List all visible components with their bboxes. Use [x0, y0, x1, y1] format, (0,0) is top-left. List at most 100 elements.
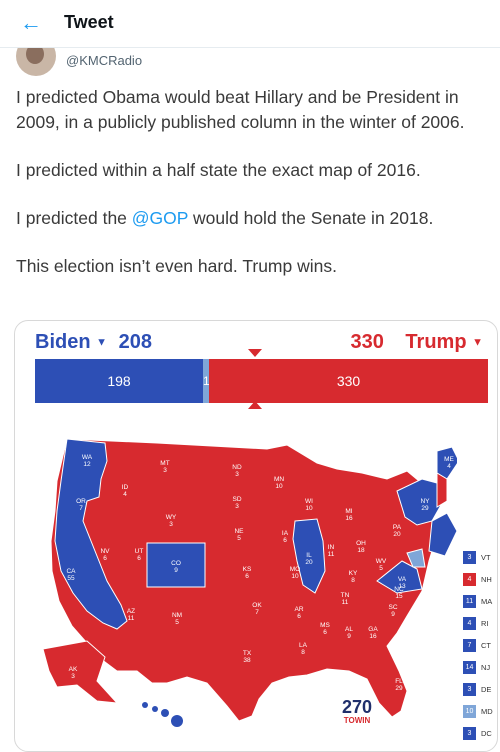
state-label-id: ID 4	[122, 484, 129, 498]
legend-ev-box: 14	[463, 660, 476, 674]
state-label-va: VA 13	[398, 576, 407, 590]
author-handle[interactable]: @KMCRadio	[66, 53, 143, 68]
legend-state-label: MD	[481, 706, 493, 716]
state-label-mo: MO 10	[290, 566, 300, 580]
legend-item-ri[interactable]: 4 RI	[463, 612, 493, 634]
state-label-tn: TN 11	[341, 592, 350, 606]
state-labels: WA 12 OR 7 CA 55 NV 6 ID 4 MT 3 WY 3 UT 6 AZ 11 CO 9 NM 5 ND 3 S…	[66, 454, 454, 741]
map-state-nh[interactable]	[436, 472, 448, 508]
state-label-wv: WV 5	[376, 558, 387, 572]
legend-item-dc[interactable]: 3 DC	[463, 722, 493, 744]
legend-ev-box: 3	[463, 726, 476, 740]
trump-bar-segment: 330	[209, 359, 488, 403]
tweet-paragraph: I predicted the @GOP would hold the Sena…	[16, 206, 491, 231]
state-label-wa: WA 12	[82, 454, 93, 468]
us-electoral-map[interactable]: WA 12 OR 7 CA 55 NV 6 ID 4 MT 3 WY 3 UT 6 AZ 11 CO 9 NM 5 ND 3 S…	[27, 421, 457, 741]
legend-state-label: DE	[481, 684, 492, 694]
small-states-legend: 3 VT 4 NH 11 MA 4 RI 7 CT 14 NJ 3 DE 10 MD 3 DC	[463, 546, 493, 744]
center-marker-top	[248, 349, 262, 357]
tweet-paragraph: This election isn’t even hard. Trump win…	[16, 256, 337, 276]
state-label-in: IN 11	[328, 544, 335, 558]
state-label-hi: HI 4	[174, 730, 181, 741]
state-label-mi: MI 16	[345, 508, 353, 522]
attached-image-card[interactable]: Biden ▼ 208 330 Trump ▼ 198 1 330	[14, 320, 498, 752]
legend-ev-box: 7	[463, 638, 476, 652]
trump-label: Trump	[405, 331, 467, 353]
state-label-az: AZ 11	[127, 608, 135, 622]
state-label-oh: OH 18	[356, 540, 366, 554]
legend-state-label: DC	[481, 728, 492, 738]
map-state-ny[interactable]	[396, 478, 442, 526]
top-bar: ← Tweet	[0, 0, 500, 48]
tweet-paragraph: I predicted within a half state the exac…	[16, 160, 421, 180]
map-state-wa-or-ca[interactable]	[54, 438, 128, 630]
state-label-wi: WI 10	[305, 498, 313, 512]
state-label-mn: MN 10	[274, 476, 284, 490]
logo-270: 270	[342, 697, 372, 717]
biden-total: 208	[118, 331, 152, 353]
legend-ev-box: 4	[463, 572, 476, 586]
state-label-ia: IA 6	[282, 530, 289, 544]
map-state-va[interactable]	[376, 560, 423, 594]
arrow-left-icon: ←	[20, 10, 42, 35]
map-state-co[interactable]	[146, 542, 206, 588]
state-label-nv: NV 6	[100, 548, 110, 562]
legend-state-label: RI	[481, 618, 489, 628]
state-label-co: CO 9	[171, 560, 181, 574]
center-marker-bottom	[248, 401, 262, 409]
tweet-text: I predicted Obama would beat Hillary and…	[16, 85, 491, 302]
biden-header[interactable]: Biden ▼ 208	[35, 331, 152, 354]
trump-total: 330	[350, 331, 384, 353]
page-title: Tweet	[64, 12, 114, 32]
state-label-ks: KS 6	[243, 566, 252, 580]
back-button[interactable]: ←	[16, 8, 46, 38]
state-label-ky: KY 8	[349, 570, 358, 584]
chevron-down-icon: ▼	[96, 336, 108, 349]
state-label-sd: SD 3	[232, 496, 241, 510]
legend-item-ct[interactable]: 7 CT	[463, 634, 493, 656]
state-label-tx: TX 38	[243, 650, 252, 664]
tweet-text-segment: I predicted the	[16, 208, 132, 228]
state-label-me: ME 4	[444, 456, 454, 470]
map-state-hi[interactable]	[142, 702, 183, 727]
state-label-sc: SC 9	[388, 604, 397, 618]
mention-link[interactable]: @GOP	[131, 208, 189, 228]
state-label-ar: AR 6	[294, 606, 303, 620]
state-label-ca: CA 55	[66, 568, 76, 582]
state-label-ut: UT 6	[135, 548, 144, 562]
trump-header[interactable]: 330 Trump ▼	[350, 331, 483, 354]
legend-ev-box: 11	[463, 594, 476, 608]
legend-item-md[interactable]: 10 MD	[463, 700, 493, 722]
legend-state-label: NH	[481, 574, 492, 584]
legend-state-label: MA	[481, 596, 493, 606]
map-state-il[interactable]	[292, 518, 326, 594]
legend-item-vt[interactable]: 3 VT	[463, 546, 493, 568]
legend-item-ma[interactable]: 11 MA	[463, 590, 493, 612]
legend-item-nh[interactable]: 4 NH	[463, 568, 493, 590]
map-state-ne-blue[interactable]	[428, 512, 457, 557]
state-label-mt: MT 3	[160, 460, 169, 474]
legend-ev-box: 4	[463, 616, 476, 630]
legend-item-nj[interactable]: 14 NJ	[463, 656, 493, 678]
legend-item-de[interactable]: 3 DE	[463, 678, 493, 700]
state-label-nm: NM 5	[172, 612, 182, 626]
state-label-ga: GA 16	[368, 626, 378, 640]
state-label-ok: OK 7	[252, 602, 262, 616]
legend-state-label: NJ	[481, 662, 491, 672]
state-label-la: LA 8	[299, 642, 308, 656]
tossup-bar-segment: 1	[203, 359, 210, 403]
state-label-or: OR 7	[76, 498, 86, 512]
tweet-paragraph: I predicted Obama would beat Hillary and…	[16, 87, 465, 132]
map-state-me[interactable]	[436, 446, 457, 480]
map-state-md[interactable]	[406, 548, 426, 568]
legend-state-label: CT	[481, 640, 491, 650]
state-label-nc: NC 15	[394, 586, 404, 600]
legend-ev-box: 10	[463, 704, 476, 718]
map-state-ak[interactable]	[42, 640, 119, 704]
chevron-down-icon: ▼	[472, 336, 483, 349]
state-label-wy: WY 3	[166, 514, 177, 528]
state-label-ak: AK 3	[69, 666, 78, 680]
electoral-vote-bar: 198 1 330	[35, 359, 488, 403]
biden-label: Biden	[35, 331, 91, 353]
logo-to-win: TOWIN	[344, 716, 371, 725]
